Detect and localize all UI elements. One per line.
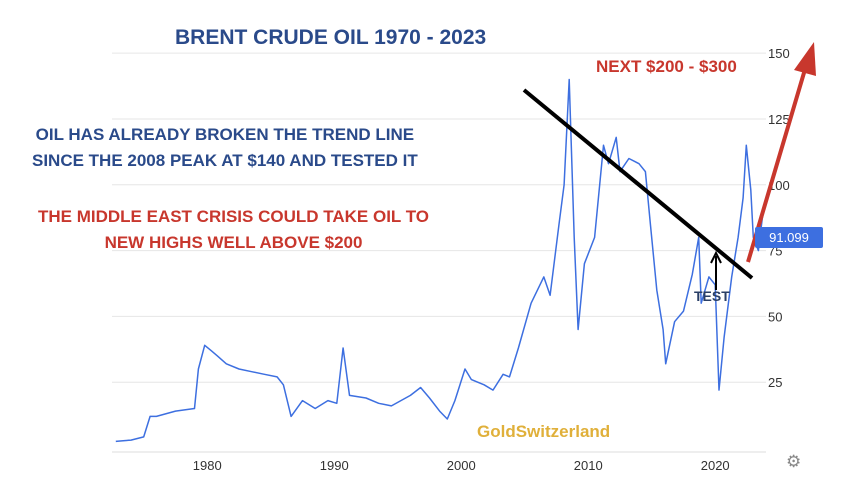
trend-break-line-1: OIL HAS ALREADY BROKEN THE TREND LINE	[35, 125, 415, 144]
up-arrow-head	[794, 42, 816, 76]
watermark: GoldSwitzerland	[477, 422, 611, 441]
trend-break-annotation: OIL HAS ALREADY BROKEN THE TREND LINE SI…	[32, 122, 418, 174]
x-tick-label: 1990	[320, 458, 349, 473]
test-label: TEST	[694, 288, 730, 304]
y-tick-label: 25	[768, 375, 782, 390]
y-tick-label: 150	[768, 46, 790, 61]
chart-grid	[112, 52, 766, 453]
next-target-label: NEXT $200 - $300	[596, 57, 737, 76]
y-tick-label: 50	[768, 309, 782, 324]
crisis-annotation: THE MIDDLE EAST CRISIS COULD TAKE OIL TO…	[38, 204, 429, 256]
y-tick-label: 125	[768, 112, 790, 127]
chart-title: BRENT CRUDE OIL 1970 - 2023	[175, 26, 487, 49]
crisis-line-1: THE MIDDLE EAST CRISIS COULD TAKE OIL TO	[38, 207, 430, 226]
last-price-tag: 91.099	[755, 227, 823, 248]
x-tick-label: 2000	[447, 458, 476, 473]
trend-break-line-2: SINCE THE 2008 PEAK AT $140 AND TESTED I…	[32, 151, 418, 170]
test-arrow	[710, 250, 722, 290]
x-tick-label: 1980	[193, 458, 222, 473]
x-tick-label: 2010	[574, 458, 603, 473]
trend-line	[522, 88, 754, 280]
x-axis-ticks: 1980 1990 2000 2010 2020	[193, 458, 730, 473]
crisis-line-2: NEW HIGHS WELL ABOVE $200	[104, 233, 363, 252]
x-tick-label: 2020	[701, 458, 730, 473]
gear-icon[interactable]: ⚙	[786, 452, 802, 471]
price-series-line	[115, 78, 765, 443]
